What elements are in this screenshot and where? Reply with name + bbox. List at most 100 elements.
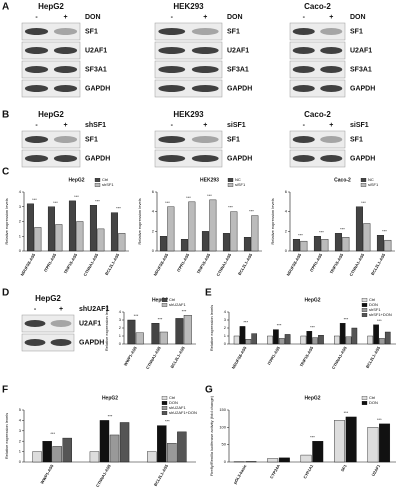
bar: [251, 215, 259, 252]
x-tick-label: NDUFS8-AS5: [231, 345, 248, 370]
bar: [284, 334, 291, 345]
protein-label: GAPDH: [85, 85, 110, 92]
protein-label: GAPDH: [350, 85, 375, 92]
y-axis-label: Relative expression levels: [4, 198, 9, 244]
bar: [363, 223, 371, 252]
blot-band: [53, 155, 78, 162]
significance-label: ***: [116, 206, 121, 211]
bar: [109, 434, 120, 463]
bar: [151, 323, 160, 345]
significance-label: ***: [310, 324, 315, 329]
y-tick-label: 3: [19, 428, 22, 433]
x-tick-label: BCL2L1-AS5: [370, 252, 387, 276]
y-tick-label: 2: [119, 325, 122, 330]
blot-strip: [21, 314, 75, 333]
y-tick-label: 4: [152, 209, 155, 214]
panel-label: B: [2, 110, 9, 121]
significance-label: ***: [134, 313, 139, 318]
protein-label: SF3A1: [227, 66, 249, 73]
blot-band: [24, 320, 46, 327]
bar: [62, 437, 72, 463]
y-tick-label: 3: [19, 204, 22, 209]
significance-label: ***: [344, 316, 349, 321]
chart-title: HepG2: [304, 297, 320, 303]
lane-label: +: [203, 14, 207, 21]
significance-label: ***: [249, 209, 254, 214]
chart-title: HepG2: [152, 297, 168, 303]
panel-label: E: [205, 288, 212, 299]
bar: [183, 315, 192, 345]
bar: [267, 458, 279, 463]
significance-label: ***: [377, 417, 382, 422]
legend-swatch: [227, 178, 234, 182]
bar: [267, 335, 273, 345]
lane-label: +: [63, 14, 67, 21]
legend-swatch: [161, 411, 168, 415]
y-tick-label: 0: [152, 248, 155, 253]
blot-strip: [154, 149, 223, 168]
bar: [68, 200, 76, 252]
blot-strip: [154, 130, 223, 149]
y-tick-label: 4: [224, 309, 227, 314]
legend-label: Ctrl: [369, 395, 375, 400]
lane-label: +: [329, 14, 333, 21]
blot-strip: [289, 130, 346, 149]
legend-swatch: [94, 178, 101, 182]
blot-band: [24, 47, 49, 54]
x-tick-label: BCL2L1-AS5: [153, 463, 170, 487]
bar: [351, 327, 358, 345]
legend-label: siSF1: [235, 182, 246, 187]
blot-band: [53, 136, 78, 143]
blot-band: [50, 320, 72, 327]
blot-band: [292, 136, 315, 143]
bar: [34, 227, 42, 252]
blot-band: [24, 155, 49, 162]
blot-band: [320, 66, 343, 73]
protein-label: U2AF1: [85, 47, 107, 54]
legend-label: NC: [368, 177, 374, 182]
treatment-label: siSF1: [227, 122, 246, 129]
significance-label: ***: [74, 194, 79, 199]
significance-label: ***: [298, 232, 303, 237]
significance-label: ***: [310, 434, 315, 439]
blot-strip: [289, 60, 346, 79]
x-tick-label: CTNNA1-AS5: [95, 463, 112, 488]
bar: [334, 233, 342, 252]
y-axis-label: Firefly/Renilla luciferase activity (fol…: [209, 395, 214, 476]
blot-band: [53, 47, 78, 54]
bar: [159, 236, 167, 252]
blot-band: [191, 136, 219, 143]
protein-label: SF3A1: [85, 66, 107, 73]
bar: [342, 237, 350, 252]
legend-label: shU2AF1+DON: [169, 410, 197, 415]
blot-band: [292, 47, 315, 54]
bar: [89, 205, 97, 252]
blot-strip: [289, 22, 346, 41]
panel-label: F: [2, 385, 8, 396]
x-tick-label: CTNNA1-AS5: [331, 345, 348, 370]
y-tick-label: 6: [285, 189, 288, 194]
blot-band: [158, 28, 186, 35]
blot-band: [292, 28, 315, 35]
bar: [42, 441, 52, 463]
bar: [180, 238, 188, 252]
bar: [251, 333, 258, 345]
x-tick-label: CYP1A1: [302, 463, 314, 480]
blot-title: HEK293: [173, 2, 204, 11]
blot-band: [320, 155, 343, 162]
bar: [127, 319, 136, 345]
y-tick-label: 0: [119, 341, 122, 346]
y-tick-label: 100: [219, 424, 226, 429]
x-tick-label: ITPR1-AS5: [309, 252, 324, 273]
x-tick-label: NDUFS8-AS5: [285, 252, 302, 277]
bar: [345, 336, 352, 345]
legend-label: shU2AF1: [169, 302, 186, 307]
y-tick-label: 5: [19, 407, 22, 412]
lane-label: -: [35, 14, 38, 21]
bar: [52, 446, 62, 463]
protein-label: SF1: [85, 136, 98, 143]
bar: [379, 423, 391, 463]
blot-strip: [21, 130, 81, 149]
bar: [55, 224, 63, 252]
legend-label: shU2AF1: [169, 405, 186, 410]
